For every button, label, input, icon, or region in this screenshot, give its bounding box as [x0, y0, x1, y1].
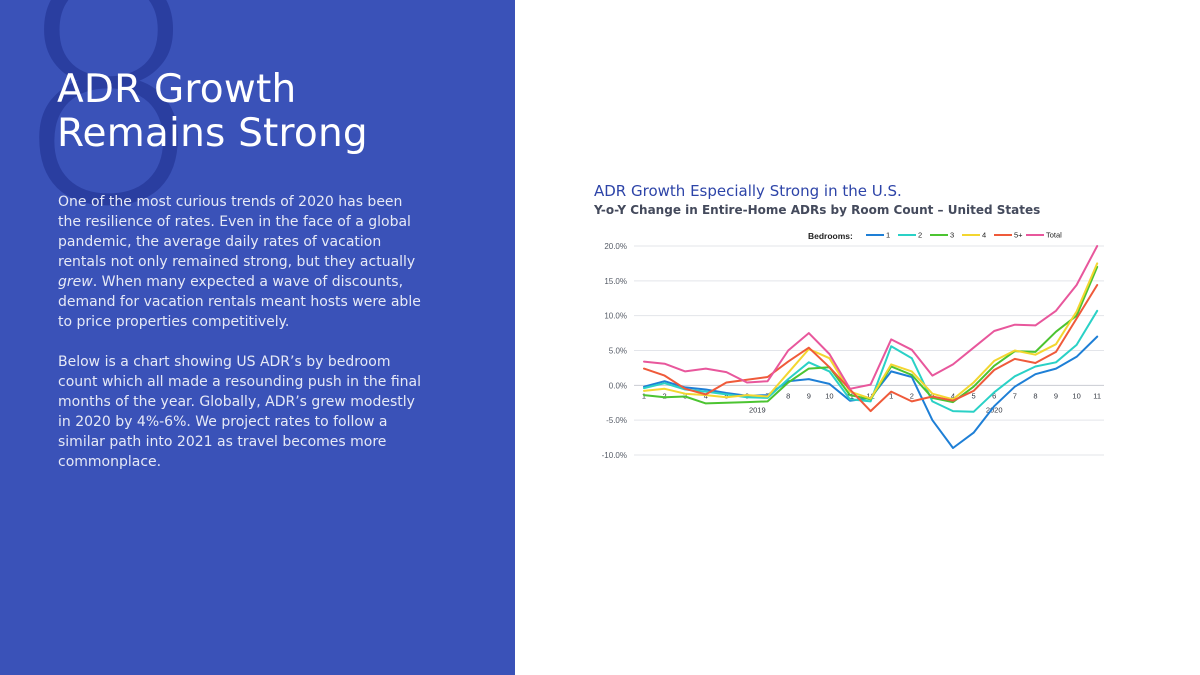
legend-label-0: 1 — [886, 231, 890, 240]
legend-label-5: Total — [1046, 231, 1062, 240]
year-label-2020: 2020 — [986, 405, 1003, 414]
legend-title: Bedrooms: — [808, 231, 853, 241]
line-chart: 20.0%15.0%10.0%5.0%0.0%-5.0%-10.0%1 2 3 4 5 6… — [602, 231, 1104, 460]
x-tick-label-9: 10 — [825, 391, 833, 400]
paragraph-1: One of the most curious trends of 2020 h… — [58, 192, 428, 332]
legend-label-1: 2 — [918, 231, 922, 240]
body-text: One of the most curious trends of 2020 h… — [58, 192, 428, 492]
y-tick-label-4: 0.0% — [609, 381, 627, 390]
x-tick-label-13: 2 — [910, 391, 914, 400]
x-tick-label-20: 9 — [1054, 391, 1058, 400]
slide-title-line-2: Remains Strong — [57, 111, 368, 156]
text-panel: 8 ADR Growth Remains Strong One of the m… — [0, 0, 515, 675]
legend-label-4: 5+ — [1014, 231, 1023, 240]
x-tick-label-11: 12 — [866, 391, 874, 400]
x-tick-label-15: 4 — [951, 391, 955, 400]
y-tick-label-1: 15.0% — [604, 277, 627, 286]
x-tick-label-7: 8 — [786, 391, 790, 400]
series-line-2 — [643, 309, 1099, 413]
x-tick-label-12: 1 — [889, 391, 893, 400]
series-line-total — [643, 245, 1099, 390]
y-tick-label-6: -10.0% — [602, 451, 627, 460]
paragraph-1-emphasis: grew — [58, 274, 93, 290]
y-tick-label-3: 5.0% — [609, 347, 627, 356]
x-tick-label-1: 2 — [663, 391, 667, 400]
x-tick-label-8: 9 — [807, 391, 811, 400]
x-tick-label-16: 5 — [972, 391, 976, 400]
year-label-2019: 2019 — [749, 405, 766, 414]
legend-label-3: 4 — [982, 231, 986, 240]
slide-title-line-1: ADR Growth — [57, 67, 297, 112]
series-line-4 — [643, 262, 1099, 401]
slide-title: ADR Growth Remains Strong — [57, 68, 368, 156]
y-tick-label-5: -5.0% — [606, 416, 627, 425]
paragraph-1-part-1: One of the most curious trends of 2020 h… — [58, 194, 416, 270]
x-tick-label-22: 11 — [1093, 391, 1101, 400]
paragraph-1-part-2: . When many expected a wave of discounts… — [58, 274, 421, 330]
x-tick-label-21: 10 — [1072, 391, 1080, 400]
chart-title: ADR Growth Especially Strong in the U.S. — [594, 182, 902, 200]
x-tick-label-17: 6 — [992, 391, 996, 400]
paragraph-2: Below is a chart showing US ADR’s by bed… — [58, 354, 422, 470]
chart-subtitle: Y-o-Y Change in Entire-Home ADRs by Room… — [594, 203, 1041, 217]
slide-number-watermark: 8 — [10, 0, 208, 275]
x-tick-label-18: 7 — [1013, 391, 1017, 400]
x-tick-label-19: 8 — [1033, 391, 1037, 400]
x-tick-label-4: 5 — [724, 391, 728, 400]
y-tick-label-2: 10.0% — [604, 312, 627, 321]
y-tick-label-0: 20.0% — [604, 242, 627, 251]
legend-label-2: 3 — [950, 231, 954, 240]
series-line-5plus — [643, 284, 1099, 413]
